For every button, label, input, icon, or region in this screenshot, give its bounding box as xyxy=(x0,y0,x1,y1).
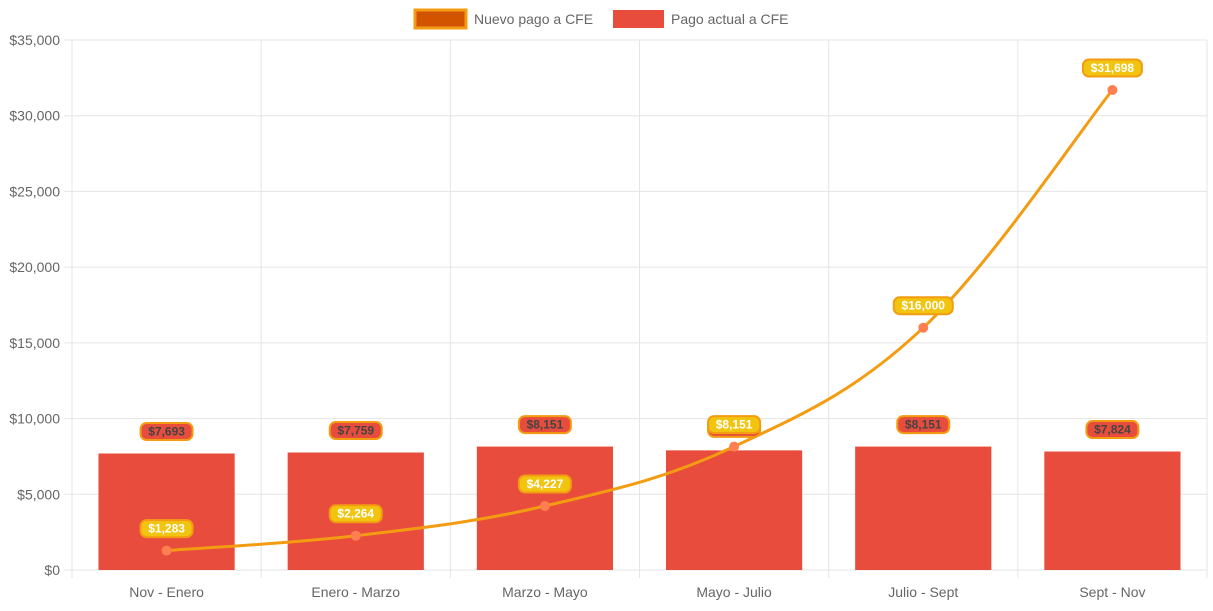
line-data-label: $16,000 xyxy=(902,299,946,313)
x-tick-label: Sept - Nov xyxy=(1079,584,1145,600)
y-tick-label: $0 xyxy=(44,562,60,578)
y-tick-label: $35,000 xyxy=(9,32,60,48)
y-tick-label: $5,000 xyxy=(17,486,60,502)
bar-data-label: $7,693 xyxy=(148,425,185,439)
bar-data-label: $8,151 xyxy=(905,418,942,432)
line-point xyxy=(539,500,550,511)
line-data-label-bg xyxy=(517,474,572,494)
x-tick-label: Marzo - Mayo xyxy=(502,584,588,600)
bar xyxy=(855,446,992,570)
line-data-label: $1,283 xyxy=(148,522,185,536)
bar-data-label-bg xyxy=(139,422,194,442)
line-data-label-bg xyxy=(328,504,383,524)
bar-data-label: $7,759 xyxy=(337,424,374,438)
line-data-label: $31,698 xyxy=(1091,61,1135,75)
x-tick-label: Enero - Marzo xyxy=(311,584,400,600)
line-series xyxy=(161,85,1118,556)
line-data-label: $8,151 xyxy=(716,418,753,432)
legend-label-pago-actual[interactable]: Pago actual a CFE xyxy=(671,11,789,27)
line-data-label-bg xyxy=(707,415,762,435)
line-data-label-bg xyxy=(139,519,194,539)
bar-data-label-bg xyxy=(896,415,951,435)
legend-swatch-nuevo-pago[interactable] xyxy=(413,8,468,30)
line-data-label: $2,264 xyxy=(337,507,374,521)
legend: Nuevo pago a CFE Pago actual a CFE xyxy=(413,8,789,30)
line-point xyxy=(729,441,740,452)
bar-data-label: $8,151 xyxy=(527,418,564,432)
line-point xyxy=(161,545,172,556)
bar-series xyxy=(98,446,1181,570)
line-data-label-bg xyxy=(1081,58,1143,78)
line-point xyxy=(918,322,929,333)
y-tick-label: $25,000 xyxy=(9,183,60,199)
axes: $0 $5,000 $10,000 $15,000 $20,000 $25,000 $30,… xyxy=(9,32,1145,600)
bar-data-label: $7,824 xyxy=(1094,423,1131,437)
line-point xyxy=(1107,85,1118,96)
x-tick-label: Nov - Enero xyxy=(129,584,204,600)
y-tick-label: $15,000 xyxy=(9,335,60,351)
bar xyxy=(1044,451,1181,570)
bar-data-label-bg xyxy=(517,415,572,435)
y-tick-label: $20,000 xyxy=(9,259,60,275)
line-data-label: $4,227 xyxy=(527,477,564,491)
x-tick-label: Mayo - Julio xyxy=(696,584,772,600)
grid xyxy=(64,39,1208,578)
data-labels: $7,693 $7,759 $8,151 $8,151 $8,151 $7,824 $1,2… xyxy=(139,58,1143,539)
y-tick-label: $30,000 xyxy=(9,108,60,124)
line-series-path xyxy=(166,89,1114,553)
legend-swatch-pago-actual[interactable] xyxy=(613,10,664,28)
legend-label-nuevo-pago[interactable]: Nuevo pago a CFE xyxy=(474,11,593,27)
bar-data-label-bg xyxy=(1085,420,1140,440)
line-data-label-bg xyxy=(892,296,954,316)
y-tick-label: $10,000 xyxy=(9,411,60,427)
bar-data-label-bg xyxy=(328,421,383,441)
bar xyxy=(665,450,803,570)
x-tick-label: Julio - Sept xyxy=(888,584,958,600)
line-point xyxy=(350,530,361,541)
